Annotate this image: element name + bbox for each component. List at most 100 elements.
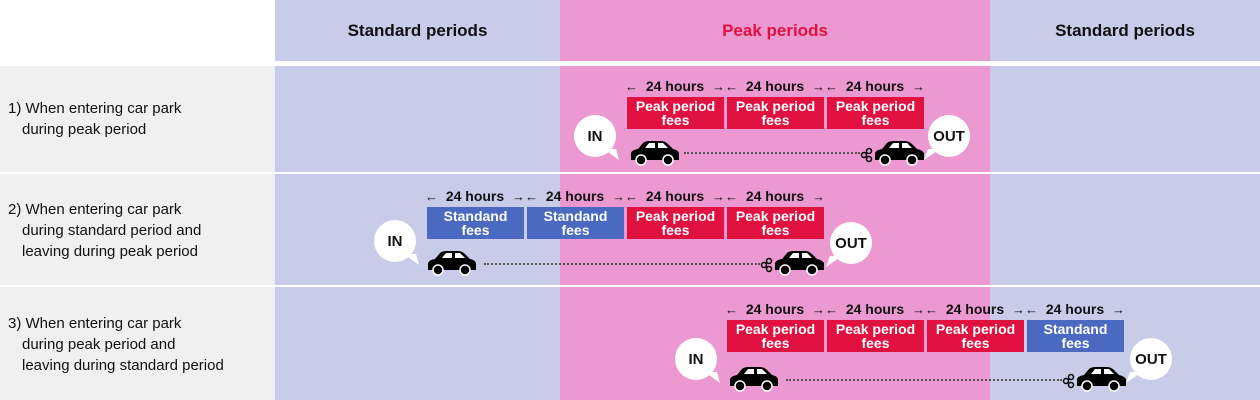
fee-line-2: fees [461, 222, 490, 238]
fee-line-2: fees [861, 335, 890, 351]
row-1-label-line-2: during peak period [22, 121, 147, 138]
car-exhaust-icon [760, 251, 824, 276]
in-label: IN [387, 232, 403, 250]
row-3-hours-2: ← 24 hours → [825, 301, 925, 317]
fee-line-1: Peak period [735, 98, 816, 114]
arrow-right: → [611, 188, 625, 204]
row-3-label-line-2: during peak period and [22, 336, 176, 353]
fee-line-2: fees [561, 222, 590, 238]
arrow-left: ← [625, 78, 638, 94]
row-2-hours-4: ← 24 hours → [725, 188, 825, 204]
hours-label: 24 hours [745, 78, 805, 94]
arrow-right: → [511, 188, 525, 204]
arrow-right: → [911, 301, 925, 317]
bubble-tail [1126, 372, 1142, 383]
arrow-left: ← [425, 188, 438, 204]
fee-line-2: fees [961, 335, 990, 351]
bubble-tail [826, 256, 842, 267]
row-separator-1 [0, 172, 1260, 174]
fee-line-1: Standand [443, 208, 508, 224]
hours-label: 24 hours [845, 78, 905, 94]
row-1-hours-3: ← 24 hours → [825, 78, 925, 94]
row-3-in-bubble: IN [675, 338, 720, 383]
arrow-left: ← [525, 188, 538, 204]
row-1-hours-1: ← 24 hours → [625, 78, 725, 94]
fee-line-2: fees [661, 112, 690, 128]
fee-line-1: Peak period [835, 98, 916, 114]
fee-line-1: Peak period [835, 321, 916, 337]
row-2-in-bubble: IN [374, 220, 419, 265]
car-exhaust-icon [1062, 367, 1126, 392]
car-exhaust-icon [860, 141, 924, 166]
row-1-dotted-path [684, 152, 860, 154]
hours-label: 24 hours [845, 301, 905, 317]
standard-period-left-bg [275, 0, 560, 400]
arrow-right: → [711, 188, 725, 204]
row-3-label-line-3: leaving during standard period [22, 357, 224, 374]
fee-line-2: fees [661, 222, 690, 238]
car-icon [428, 251, 476, 276]
arrow-right: → [811, 78, 825, 94]
arrow-left: ← [925, 301, 938, 317]
row-2-label-line-1: 2) When entering car park [8, 201, 182, 218]
out-label: OUT [933, 127, 965, 145]
header-standard-left: Standard periods [347, 21, 488, 40]
row-2-dotted-path [484, 263, 760, 265]
fee-line-1: Peak period [935, 321, 1016, 337]
fee-line-1: Peak period [635, 208, 716, 224]
arrow-left: ← [725, 301, 738, 317]
bubble-tail [404, 254, 419, 265]
row-3-label: 3) When entering car park during peak pe… [0, 313, 275, 376]
row-2-fee-3: Peak period fees [627, 207, 724, 239]
row-3-hours-4: ← 24 hours → [1025, 301, 1125, 317]
row-2-out-bubble: OUT [826, 222, 872, 267]
header-standard-right: Standard periods [1055, 21, 1195, 40]
arrow-right: → [711, 78, 725, 94]
row-1-fee-1: Peak period fees [627, 97, 724, 129]
row-2-label-line-2: during standard period and [22, 222, 202, 239]
hours-label: 24 hours [645, 78, 705, 94]
fee-line-1: Standand [543, 208, 608, 224]
fee-line-2: fees [1061, 335, 1090, 351]
row-1-fee-3: Peak period fees [827, 97, 924, 129]
row-2-hours-2: ← 24 hours → [525, 188, 625, 204]
row-3-fee-2: Peak period fees [827, 320, 924, 352]
bubble-tail [705, 372, 720, 383]
fee-line-2: fees [861, 112, 890, 128]
row-3-fee-4: Standand fees [1027, 320, 1124, 352]
row-2-hours-1: ← 24 hours → [425, 188, 525, 204]
row-3-fee-1: Peak period fees [727, 320, 824, 352]
bubble-tail [924, 149, 940, 160]
hours-label: 24 hours [445, 188, 505, 204]
hours-label: 24 hours [1045, 301, 1105, 317]
arrow-right: → [811, 301, 825, 317]
arrow-right: → [1011, 301, 1025, 317]
hours-label: 24 hours [645, 188, 705, 204]
in-label: IN [688, 350, 704, 368]
row-2-hours-3: ← 24 hours → [625, 188, 725, 204]
arrow-right: → [1111, 301, 1125, 317]
row-3-dotted-path [786, 379, 1062, 381]
arrow-right: → [811, 188, 825, 204]
row-2-fee-1: Standand fees [427, 207, 524, 239]
car-icon [631, 141, 679, 166]
hours-label: 24 hours [745, 301, 805, 317]
fee-line-2: fees [761, 112, 790, 128]
car-icon [730, 367, 778, 392]
arrow-left: ← [725, 188, 738, 204]
hours-label: 24 hours [945, 301, 1005, 317]
hours-label: 24 hours [545, 188, 605, 204]
row-3-out-bubble: OUT [1126, 338, 1172, 383]
row-separator-2 [0, 285, 1260, 287]
out-label: OUT [835, 234, 867, 252]
row-2-label: 2) When entering car park during standar… [0, 199, 275, 262]
row-3-label-line-1: 3) When entering car park [8, 315, 182, 332]
row-1-hours-2: ← 24 hours → [725, 78, 825, 94]
fee-line-2: fees [761, 335, 790, 351]
fee-line-1: Peak period [735, 321, 816, 337]
arrow-left: ← [825, 78, 838, 94]
row-1-label: 1) When entering car park during peak pe… [0, 98, 275, 140]
row-3-fee-3: Peak period fees [927, 320, 1024, 352]
row-2-fee-4: Peak period fees [727, 207, 824, 239]
fee-line-1: Peak period [635, 98, 716, 114]
